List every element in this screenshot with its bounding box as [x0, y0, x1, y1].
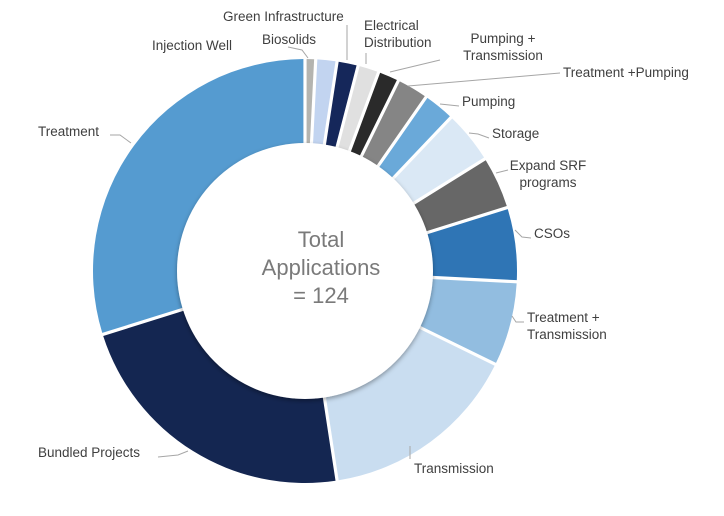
- leader-line-treatment: [110, 134, 132, 144]
- slice-bundled-projects: [103, 310, 336, 483]
- label-treatment-pumping: Treatment +Pumping: [563, 65, 689, 80]
- slice-pumping-transmission: [350, 72, 397, 158]
- donut-hole: [177, 143, 433, 399]
- center-label-line: = 124: [293, 283, 349, 308]
- donut-slices: [93, 59, 517, 483]
- slice-storage: [392, 118, 485, 204]
- slice-treatment: [93, 59, 304, 333]
- label-treatment-transmission: Treatment + Transmission: [527, 310, 607, 342]
- leader-line-pumping-transmission: [389, 59, 441, 73]
- label-pumping: Pumping: [462, 94, 515, 109]
- slice-expand-srf-programs: [412, 160, 507, 232]
- slice-transmission: [325, 327, 495, 481]
- label-transmission: Transmission: [414, 461, 494, 476]
- label-electrical-distribution: Electrical Distribution: [364, 18, 432, 50]
- label-biosolids: Biosolids: [262, 32, 316, 47]
- slice-csos: [425, 209, 517, 281]
- slice-pumping: [378, 97, 450, 179]
- leader-line-pumping: [439, 103, 460, 107]
- slice-injection-well: [306, 59, 315, 146]
- leader-line-bundled-projects: [157, 450, 189, 458]
- slice-treatment-pumping: [361, 81, 425, 167]
- leader-lines: [110, 25, 561, 459]
- leader-line-treatment-pumping: [407, 72, 561, 87]
- center-label: Total Applications = 124: [262, 227, 381, 308]
- slice-electrical-distribution: [338, 66, 378, 153]
- leader-line-injection-well: [287, 46, 309, 59]
- label-treatment: Treatment: [38, 124, 99, 139]
- leader-line-expand-srf: [495, 169, 509, 174]
- slice-biosolids: [312, 59, 336, 147]
- leader-line-storage: [468, 132, 490, 139]
- label-injection-well: Injection Well: [152, 38, 232, 53]
- leader-line-csos: [514, 229, 532, 239]
- label-csos: CSOs: [534, 226, 570, 241]
- center-label-line: Applications: [262, 255, 381, 280]
- center-label-line: Total: [298, 227, 344, 252]
- label-bundled-projects: Bundled Projects: [38, 445, 140, 460]
- label-green-infrastructure: Green Infrastructure: [223, 9, 344, 24]
- leader-line-treatment-transmission: [511, 315, 524, 323]
- label-storage: Storage: [492, 126, 539, 141]
- slice-treatment-transmission: [418, 278, 517, 363]
- slice-labels: Injection Well Biosolids Green Infrastruct…: [38, 9, 689, 476]
- label-expand-srf: Expand SRF programs: [510, 158, 587, 190]
- label-pumping-transmission: Pumping + Transmission: [463, 31, 543, 63]
- slice-green-infrastructure: [325, 61, 357, 149]
